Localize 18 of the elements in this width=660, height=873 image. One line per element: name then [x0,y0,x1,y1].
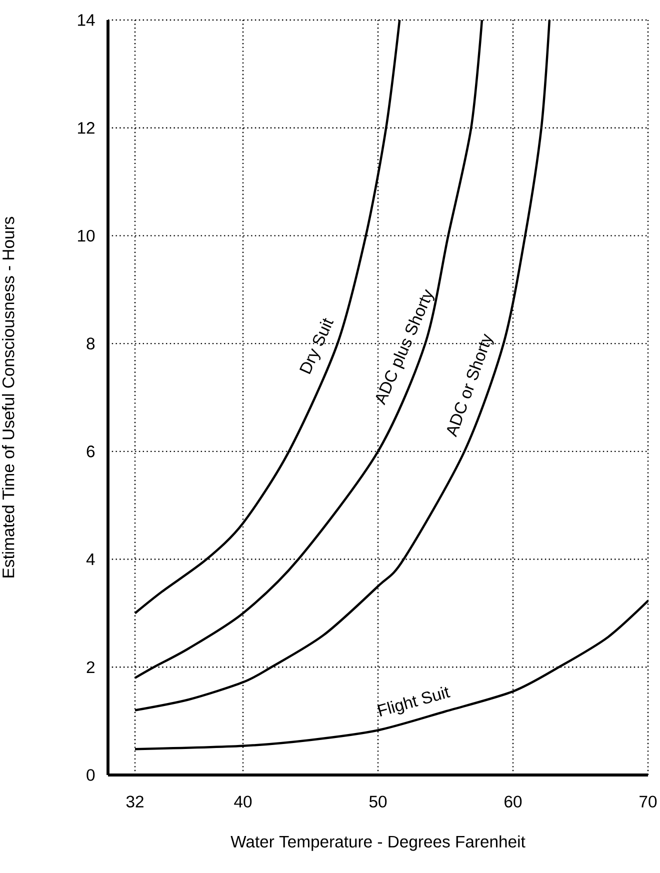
x-tick-label: 60 [504,796,522,808]
y-tick-label: 2 [86,661,94,673]
y-tick-label: 4 [86,554,95,566]
y-tick-label: 0 [86,769,95,781]
y-tick-label: 6 [86,446,95,458]
x-axis-title: Water Temperature - Degrees Farenheit [230,835,526,851]
text: Flight Suit [377,686,450,716]
y-tick-label: 14 [78,14,95,26]
text: Dry Suit [299,318,334,374]
x-tick-label: 40 [234,796,252,808]
x-tick-label: 70 [640,796,657,808]
x-tick-label: 50 [369,796,387,808]
y-tick-label: 8 [86,338,95,350]
y-tick-label: 10 [78,230,95,242]
y-tick-label: 12 [78,122,94,134]
text: ADC or Shorty [446,333,494,438]
y-axis-title: Estimated Time of Useful Consciousness - Hours [2,216,14,578]
x-tick-label: 32 [126,796,144,808]
